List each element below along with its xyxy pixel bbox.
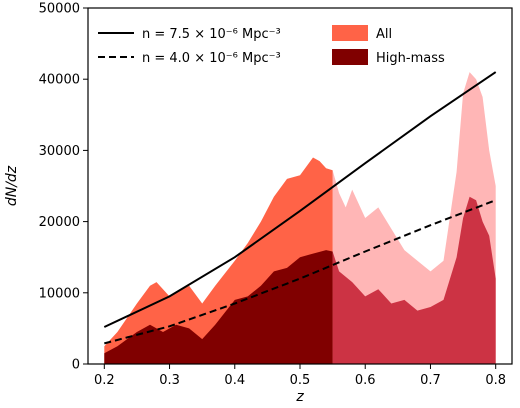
line-layer: [103, 71, 497, 345]
area-high-mass: [104, 250, 333, 364]
x-tick-label: 0.8: [485, 373, 506, 388]
series-line-dashed: [104, 199, 497, 345]
x-tick-label: 0.2: [94, 373, 115, 388]
series-line-solid: [103, 71, 497, 328]
legend-label: n = 4.0 × 10⁻⁶ Mpc⁻³: [142, 51, 281, 66]
x-tick-label: 0.3: [159, 373, 180, 388]
y-tick-label: 40000: [39, 73, 80, 88]
x-tick-label: 0.7: [420, 373, 441, 388]
legend-label: High-mass: [376, 51, 445, 66]
tick-layer: 0.2 0.3 0.4 0.5 0.6 0.7 0.8 0 10000 20000 30000 400…: [39, 2, 506, 389]
legend-swatch: [332, 25, 368, 41]
y-tick-label: 0: [72, 358, 80, 373]
area-high-mass-faded: [332, 196, 496, 364]
x-tick-label: 0.4: [224, 373, 245, 388]
y-tick-label: 50000: [39, 2, 80, 17]
legend: n = 7.5 × 10⁻⁶ Mpc⁻³ n = 4.0 × 10⁻⁶ Mpc⁻³…: [98, 25, 445, 66]
area-layer: [104, 72, 496, 364]
x-tick-label: 0.6: [355, 373, 376, 388]
y-tick-label: 20000: [39, 215, 80, 230]
y-tick-label: 10000: [39, 286, 80, 301]
legend-swatch: [332, 49, 368, 65]
legend-label: n = 7.5 × 10⁻⁶ Mpc⁻³: [142, 27, 281, 42]
x-axis-title: z: [295, 389, 304, 405]
legend-label: All: [376, 27, 392, 42]
x-tick-label: 0.5: [290, 373, 311, 388]
y-axis-title: dN/dz: [4, 165, 20, 206]
y-tick-label: 30000: [39, 144, 80, 159]
